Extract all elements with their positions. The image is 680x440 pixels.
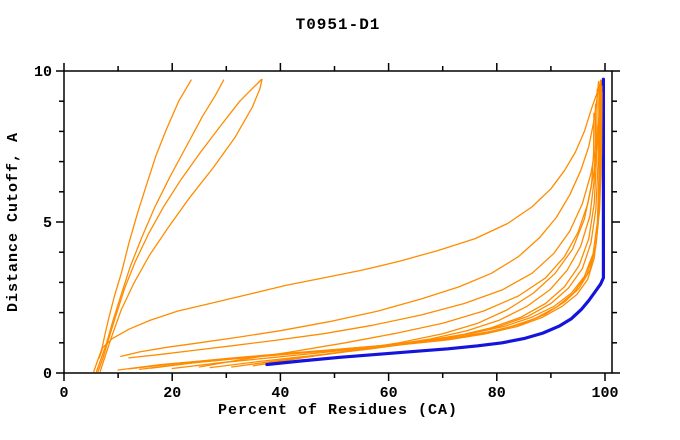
y-tick-label: 10 — [34, 64, 52, 81]
x-tick-label: 60 — [380, 385, 398, 402]
model-curve — [128, 80, 602, 359]
model-curve — [171, 85, 600, 370]
model-curve — [198, 80, 603, 368]
x-tick-label: 80 — [488, 385, 506, 402]
curves-layer — [93, 77, 605, 373]
model-curve — [231, 103, 597, 368]
y-tick-label: 5 — [43, 215, 52, 232]
model-curve — [209, 88, 598, 369]
plot-box — [63, 70, 613, 374]
model-curve — [149, 91, 603, 369]
model-curve — [139, 83, 601, 371]
x-tick-label: 20 — [163, 385, 181, 402]
model-curve — [99, 78, 263, 373]
model-curve — [120, 80, 600, 358]
x-tick-label: 40 — [271, 385, 289, 402]
model-curve — [97, 78, 263, 373]
y-tick-label: 0 — [43, 366, 52, 383]
axes-frame — [63, 70, 613, 374]
chart-title: T0951-D1 — [296, 16, 381, 34]
model-curve — [252, 112, 595, 367]
highlight-curve — [265, 77, 605, 367]
x-axis-label: Percent of Residues (CA) — [218, 402, 458, 419]
y-axis-label: Distance Cutoff, A — [5, 132, 22, 312]
model-curve — [95, 79, 225, 373]
x-tick-label: 100 — [591, 385, 618, 402]
model-curve — [98, 79, 602, 359]
model-curve — [93, 79, 192, 373]
tick-labels-layer: 0 20 40 60 80 100 0 5 10 — [34, 64, 619, 402]
ticks-layer — [56, 63, 620, 381]
x-tick-label: 0 — [59, 385, 68, 402]
